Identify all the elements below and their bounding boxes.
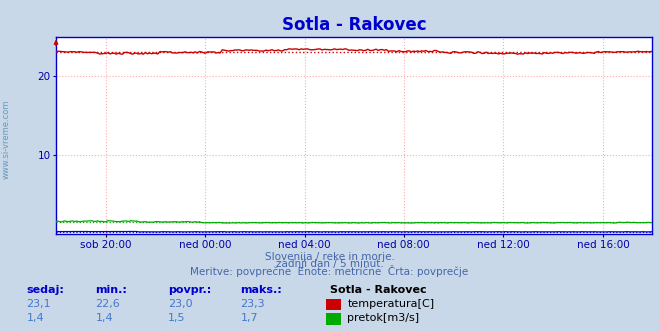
Text: maks.:: maks.:: [241, 285, 282, 295]
Text: 1,5: 1,5: [168, 313, 186, 323]
Text: Sotla - Rakovec: Sotla - Rakovec: [330, 285, 426, 295]
Text: 23,0: 23,0: [168, 299, 192, 309]
Text: zadnji dan / 5 minut.: zadnji dan / 5 minut.: [275, 259, 384, 269]
Text: povpr.:: povpr.:: [168, 285, 212, 295]
Text: 23,3: 23,3: [241, 299, 265, 309]
Text: 22,6: 22,6: [96, 299, 121, 309]
Text: 1,4: 1,4: [26, 313, 44, 323]
Text: 1,7: 1,7: [241, 313, 258, 323]
Text: pretok[m3/s]: pretok[m3/s]: [347, 313, 419, 323]
Text: min.:: min.:: [96, 285, 127, 295]
Text: temperatura[C]: temperatura[C]: [347, 299, 434, 309]
Text: 23,1: 23,1: [26, 299, 51, 309]
Text: www.si-vreme.com: www.si-vreme.com: [2, 100, 11, 179]
Text: Meritve: povprečne  Enote: metrične  Črta: povprečje: Meritve: povprečne Enote: metrične Črta:…: [190, 265, 469, 277]
Text: Slovenija / reke in morje.: Slovenija / reke in morje.: [264, 252, 395, 262]
Title: Sotla - Rakovec: Sotla - Rakovec: [282, 16, 426, 34]
Text: sedaj:: sedaj:: [26, 285, 64, 295]
Text: 1,4: 1,4: [96, 313, 113, 323]
